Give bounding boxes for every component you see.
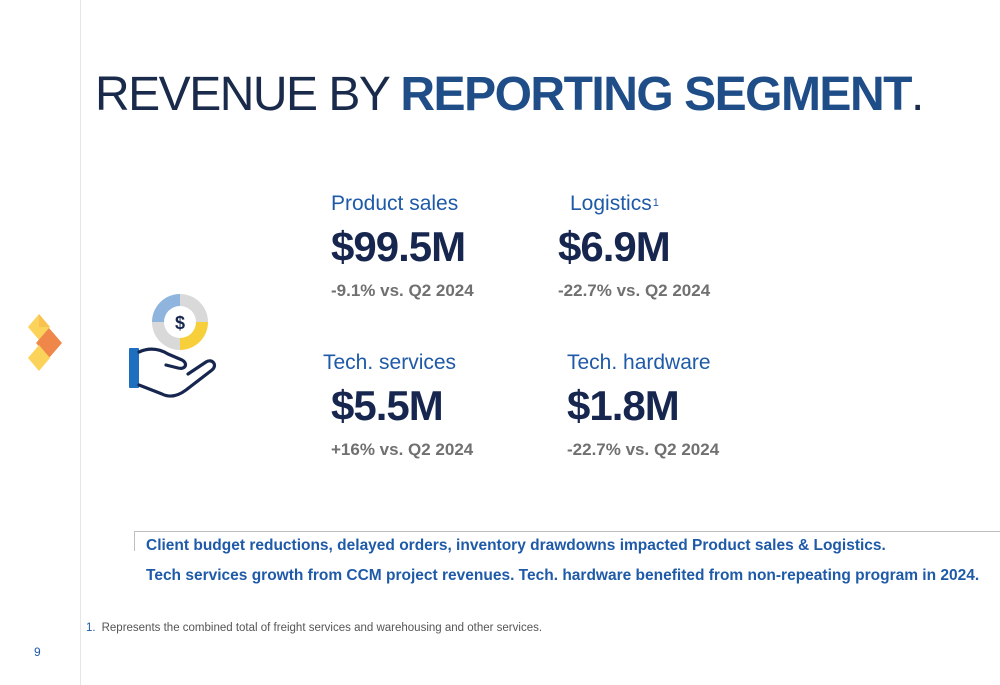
- svg-text:$: $: [175, 313, 185, 333]
- segment-value: $6.9M: [558, 223, 671, 270]
- segment-tech-services: Tech. services $5.5M +16% vs. Q2 2024: [323, 350, 473, 461]
- segment-value: $5.5M: [331, 382, 444, 429]
- segment-label: Tech. services: [323, 351, 457, 374]
- footnote-marker: 1: [652, 197, 659, 209]
- segment-logistics: Logistics1 $6.9M -22.7% vs. Q2 2024: [558, 191, 710, 302]
- callout-note: Tech services growth from CCM project re…: [146, 567, 980, 584]
- hand-dollar-icon: $: [129, 294, 217, 398]
- segment-change: +16% vs. Q2 2024: [331, 440, 474, 459]
- title-dot: .: [910, 68, 924, 121]
- left-divider: [80, 0, 81, 685]
- segment-value: $99.5M: [331, 223, 466, 270]
- title-light: REVENUE BY: [95, 68, 401, 121]
- diamond-logo-icon: [28, 314, 62, 371]
- segment-tech-hardware: Tech. hardware $1.8M -22.7% vs. Q2 2024: [567, 350, 719, 461]
- segment-change: -22.7% vs. Q2 2024: [567, 440, 720, 459]
- footnote-text: Represents the combined total of freight…: [101, 622, 543, 634]
- segment-change: -22.7% vs. Q2 2024: [558, 281, 711, 300]
- segment-label: Logistics: [570, 192, 652, 215]
- callout-border-left: [134, 531, 135, 551]
- callout-border-top: [134, 531, 1000, 532]
- segment-product-sales: Product sales $99.5M -9.1% vs. Q2 2024: [331, 191, 474, 302]
- segment-value: $1.8M: [567, 382, 680, 429]
- page-number: 9: [34, 645, 41, 659]
- page-title: REVENUE BY REPORTING SEGMENT.: [95, 66, 924, 124]
- footnote: 1. Represents the combined total of freig…: [86, 622, 542, 634]
- segment-label: Product sales: [331, 192, 459, 215]
- segment-label-wrap: Logistics1: [570, 191, 710, 217]
- callout-note: Client budget reductions, delayed orders…: [146, 537, 886, 554]
- segment-label: Tech. hardware: [567, 351, 711, 374]
- title-bold: REPORTING SEGMENT: [400, 68, 912, 121]
- segment-change: -9.1% vs. Q2 2024: [331, 281, 474, 300]
- footnote-number: 1.: [86, 622, 96, 634]
